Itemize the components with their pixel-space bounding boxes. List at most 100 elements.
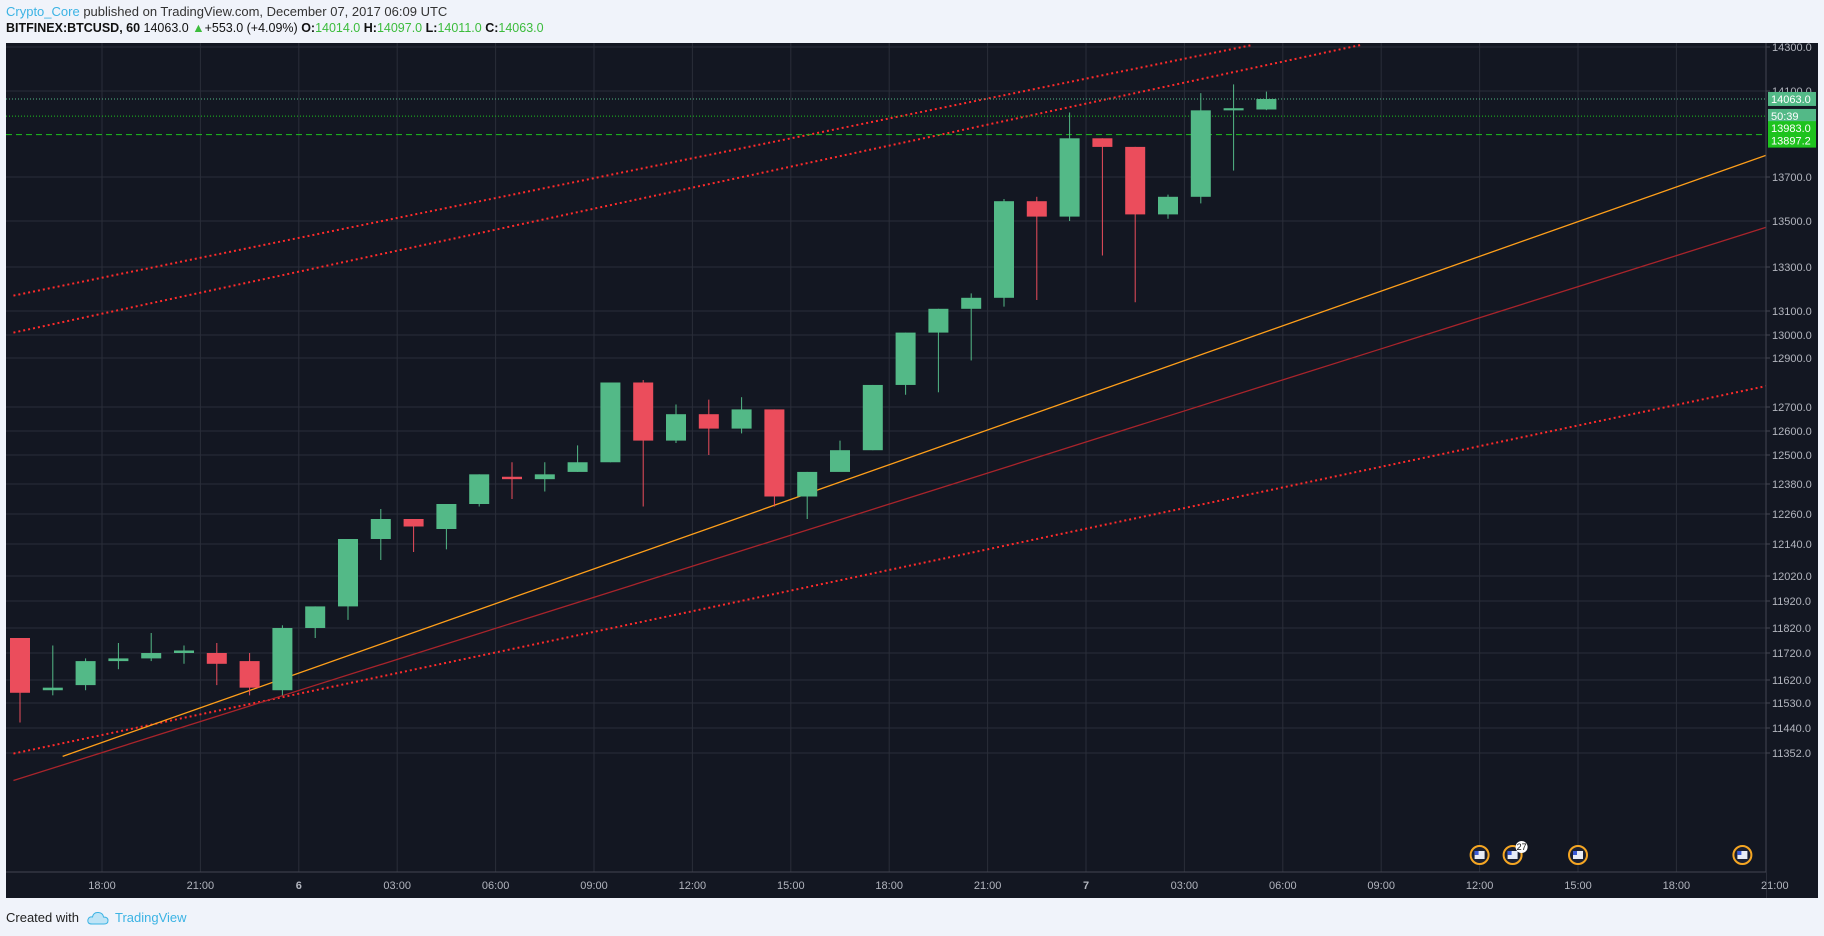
candle-body [174,650,194,653]
x-tick-label: 06:00 [1269,880,1297,892]
candle-body [272,628,293,691]
candle-body [1026,201,1047,217]
candlestick-chart[interactable]: 2714300.014100.013700.013500.013300.0131… [6,42,1818,898]
y-tick-label: 12500.0 [1772,450,1812,462]
chart-area[interactable]: 2714300.014100.013700.013500.013300.0131… [6,42,1818,898]
y-tick-label: 11440.0 [1772,723,1811,735]
trend-line [13,43,1254,297]
x-tick-label: 12:00 [679,880,707,892]
low-value: 14011.0 [437,21,482,35]
candle-body [666,414,686,441]
footer: Created with TradingView [6,910,187,925]
flag-canton [1474,851,1479,855]
high-value: 14097.0 [376,21,423,35]
candle-body [1059,138,1080,217]
x-tick-label: 7 [1083,880,1089,892]
candle-body [1158,196,1178,215]
y-tick-label: 13300.0 [1772,262,1812,274]
event-count-badge [1515,841,1528,853]
close-value: 14063.0 [498,21,544,35]
price-badge [1768,121,1816,136]
candle-body [928,308,949,333]
publish-text: published on TradingView.com, December 0… [79,4,448,19]
flag-stripes [1507,851,1518,859]
y-tick-label: 11352.0 [1772,748,1811,760]
candle-body [534,474,555,480]
candle-body [141,653,162,659]
candle-body [600,382,621,463]
candle-body [1092,138,1113,147]
x-tick-label: 06:00 [482,880,510,892]
open-label: O: [301,21,316,35]
flag-canton [1573,851,1577,855]
last-price: 14063.0 [143,21,189,35]
time-axis [6,872,1766,898]
y-tick-label: 12380.0 [1772,479,1812,491]
x-tick-label: 6 [296,880,302,892]
x-tick-label: 03:00 [383,880,411,892]
candle-body [1190,110,1211,197]
flag-stripes [1737,851,1748,859]
price-badge-label: 13897.2 [1771,136,1811,148]
x-tick-label: 21:00 [187,880,215,892]
candle-body [436,504,457,529]
low-label: L: [425,21,438,35]
candle-body [10,638,30,693]
candle-body [633,382,654,441]
y-tick-label: 11920.0 [1772,596,1811,608]
price-badge [1768,91,1816,106]
candle-body [1125,146,1146,215]
y-tick-label: 12700.0 [1772,402,1812,414]
trend-line [13,385,1766,755]
created-with-text: Created with [6,910,79,925]
candle-body [502,476,522,480]
y-tick-label: 11620.0 [1772,675,1811,687]
candle-body [994,201,1014,298]
x-tick-label: 12:00 [1466,880,1494,892]
x-tick-label: 09:00 [1367,880,1395,892]
x-tick-label: 09:00 [580,880,608,892]
candle-body [370,519,391,539]
flag-canton [1507,851,1512,855]
flag-stripes [1573,851,1583,859]
y-tick-label: 11720.0 [1772,648,1811,660]
tradingview-brand: TradingView [114,910,187,925]
candle-body [239,661,260,688]
candle-body [567,462,588,472]
candle-body [862,384,883,451]
candle-body [305,606,326,628]
price-badge [1768,108,1816,123]
up-arrow-icon: ▲ [192,21,205,35]
candle-body [830,450,850,472]
price-badge-label: 13983.0 [1771,123,1811,135]
cloud-icon [87,911,109,924]
y-tick-label: 13500.0 [1772,216,1812,228]
y-tick-label: 12900.0 [1772,353,1812,365]
x-tick-label: 18:00 [1663,880,1691,892]
flag-stripes [1474,851,1485,859]
candle-body [75,661,96,686]
candle-body [895,332,916,385]
candle-body [731,409,752,429]
x-tick-label: 15:00 [777,880,805,892]
tradingview-link[interactable]: TradingView [87,910,187,925]
x-tick-label: 15:00 [1564,880,1592,892]
candle-body [961,297,982,309]
candle-body [42,687,63,691]
x-tick-label: 03:00 [1171,880,1199,892]
event-count-label: 27 [1517,842,1527,852]
y-tick-label: 11820.0 [1772,623,1811,635]
candle-body [338,539,358,607]
candle-body [764,409,785,497]
publish-info: Crypto_Core published on TradingView.com… [6,4,447,19]
x-tick-label: 21:00 [974,880,1002,892]
y-tick-label: 12140.0 [1772,539,1812,551]
symbol-name[interactable]: BITFINEX:BTCUSD, 60 [6,21,141,35]
high-label: H: [363,21,377,35]
candle-body [469,474,490,504]
x-tick-label: 21:00 [1761,880,1789,892]
price-axis [1766,43,1818,898]
x-tick-label: 18:00 [875,880,903,892]
author-link[interactable]: Crypto_Core [6,4,80,19]
y-tick-label: 13700.0 [1772,172,1812,184]
